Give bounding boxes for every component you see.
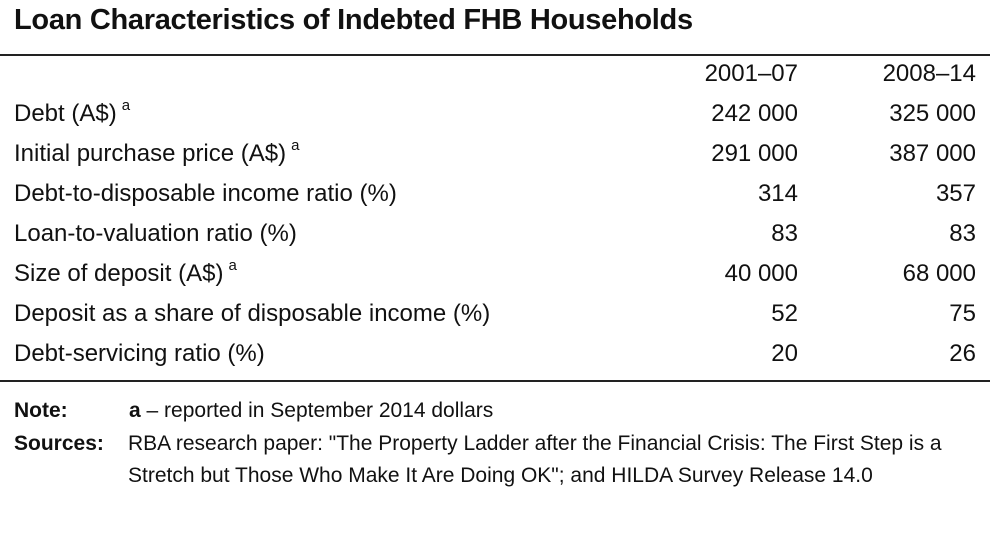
note-label: Note: [14, 399, 68, 422]
row-label: Size of deposit (A$) a [14, 257, 237, 287]
table-row: Initial purchase price (A$) a 291 000 387 0… [0, 134, 990, 174]
row-label: Deposit as a share of disposable income … [14, 300, 491, 327]
table-row: Size of deposit (A$) a 40 000 68 000 [0, 254, 990, 294]
cell-2008-14: 387 000 [889, 140, 976, 167]
cell-2001-07: 242 000 [711, 100, 798, 127]
cell-2008-14: 83 [949, 220, 976, 247]
table-title: Loan Characteristics of Indebted FHB Hou… [14, 4, 693, 36]
cell-2008-14: 357 [935, 180, 976, 207]
note-key: a [129, 399, 141, 422]
note-line: Note: a – reported in September 2014 doll… [14, 396, 493, 426]
sources-label: Sources: [14, 432, 104, 455]
cell-2008-14: 68 000 [902, 260, 976, 287]
table-row: Debt (A$) a 242 000 325 000 [0, 94, 990, 134]
column-header-row: 2001–07 2008–14 [0, 54, 990, 94]
cell-2001-07: 52 [771, 300, 798, 327]
row-footnote-marker: a [228, 257, 237, 274]
table-row: Loan-to-valuation ratio (%) 83 83 [0, 214, 990, 254]
row-label: Debt (A$) a [14, 97, 131, 127]
cell-2001-07: 291 000 [711, 140, 798, 167]
bottom-rule [0, 380, 990, 382]
table-row: Debt-servicing ratio (%) 20 26 [0, 334, 990, 374]
column-header: 2001–07 [704, 60, 798, 87]
table-row: Debt-to-disposable income ratio (%) 314 35… [0, 174, 990, 214]
row-footnote-marker: a [121, 97, 131, 114]
row-label: Debt-servicing ratio (%) [14, 340, 265, 367]
cell-2001-07: 40 000 [724, 260, 798, 287]
cell-2001-07: 83 [771, 220, 798, 247]
row-label: Loan-to-valuation ratio (%) [14, 220, 297, 247]
cell-2008-14: 26 [949, 340, 976, 367]
row-label: Initial purchase price (A$) a [14, 137, 300, 167]
table-row: Deposit as a share of disposable income … [0, 294, 990, 334]
column-header: 2008–14 [882, 60, 976, 87]
top-rule [0, 54, 990, 56]
row-footnote-marker: a [291, 137, 300, 154]
cell-2001-07: 20 [771, 340, 798, 367]
note-text: – reported in September 2014 dollars [140, 399, 494, 422]
cell-2001-07: 314 [757, 180, 798, 207]
sources-text: RBA research paper: "The Property Ladder… [128, 432, 942, 487]
cell-2008-14: 75 [949, 300, 976, 327]
row-label: Debt-to-disposable income ratio (%) [14, 180, 397, 207]
cell-2008-14: 325 000 [889, 100, 976, 127]
